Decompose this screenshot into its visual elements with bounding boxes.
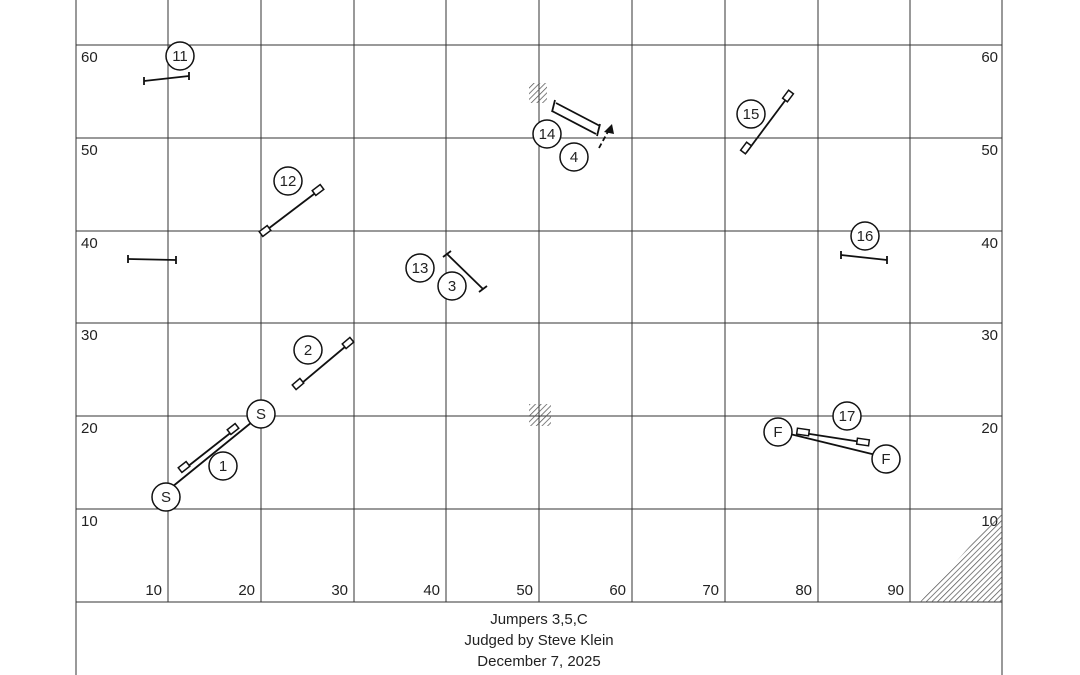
- row-label: 20: [981, 420, 998, 437]
- row-label: 20: [81, 420, 98, 437]
- marker-label: 12: [280, 173, 297, 190]
- column-label: 70: [702, 582, 719, 599]
- marker-circle: [736, 99, 766, 129]
- marker-label: 1: [219, 458, 227, 475]
- marker-label: 13: [412, 260, 429, 277]
- footer-line: December 7, 2025: [477, 653, 600, 670]
- row-label: 60: [81, 49, 98, 66]
- marker-circle: [208, 451, 238, 481]
- jumps: [127, 72, 888, 488]
- footer-line: Judged by Steve Klein: [464, 632, 613, 649]
- hatched-area: [529, 83, 547, 103]
- column-label: 20: [238, 582, 255, 599]
- row-label: 30: [981, 327, 998, 344]
- marker-label: 17: [839, 408, 856, 425]
- row-label: 10: [81, 513, 98, 530]
- marker-circle: [165, 41, 195, 71]
- row-label: 30: [81, 327, 98, 344]
- column-label: 80: [795, 582, 812, 599]
- footer-line: Jumpers 3,5,C: [490, 611, 588, 628]
- column-label: 30: [331, 582, 348, 599]
- column-label: 10: [145, 582, 162, 599]
- marker-label: 15: [743, 106, 760, 123]
- marker-circle: [293, 335, 323, 365]
- marker-label: 11: [172, 48, 188, 65]
- column-label: 60: [609, 582, 626, 599]
- marker-circle: [559, 142, 589, 172]
- marker-label: 2: [304, 342, 312, 359]
- marker-circle: [273, 166, 303, 196]
- marker-circle: [437, 271, 467, 301]
- column-label: 40: [423, 582, 440, 599]
- marker-circle: [246, 399, 276, 429]
- marker-circle: [405, 253, 435, 283]
- marker-label: S: [256, 406, 266, 423]
- row-label: 50: [981, 142, 998, 159]
- marker-label: 14: [539, 126, 556, 143]
- marker-label: 4: [570, 149, 578, 166]
- markers: 11 12 13 3 14 4 15 16 2 S S 1 17 F F: [151, 41, 901, 512]
- marker-label: F: [881, 451, 890, 468]
- marker-label: 16: [857, 228, 874, 245]
- hatched-area: [920, 510, 1002, 602]
- row-label: 50: [81, 142, 98, 159]
- marker-circle: [151, 482, 181, 512]
- marker-circle: [871, 444, 901, 474]
- row-label: 40: [981, 235, 998, 252]
- marker-circle: [532, 119, 562, 149]
- row-label: 60: [981, 49, 998, 66]
- marker-label: S: [161, 489, 171, 506]
- marker-circle: [832, 401, 862, 431]
- marker-circle: [850, 221, 880, 251]
- marker-label: 3: [448, 278, 456, 295]
- hatched-area: [529, 404, 551, 426]
- column-label: 50: [516, 582, 533, 599]
- column-label: 90: [887, 582, 904, 599]
- marker-label: F: [773, 424, 782, 441]
- row-label: 40: [81, 235, 98, 252]
- marker-circle: [763, 417, 793, 447]
